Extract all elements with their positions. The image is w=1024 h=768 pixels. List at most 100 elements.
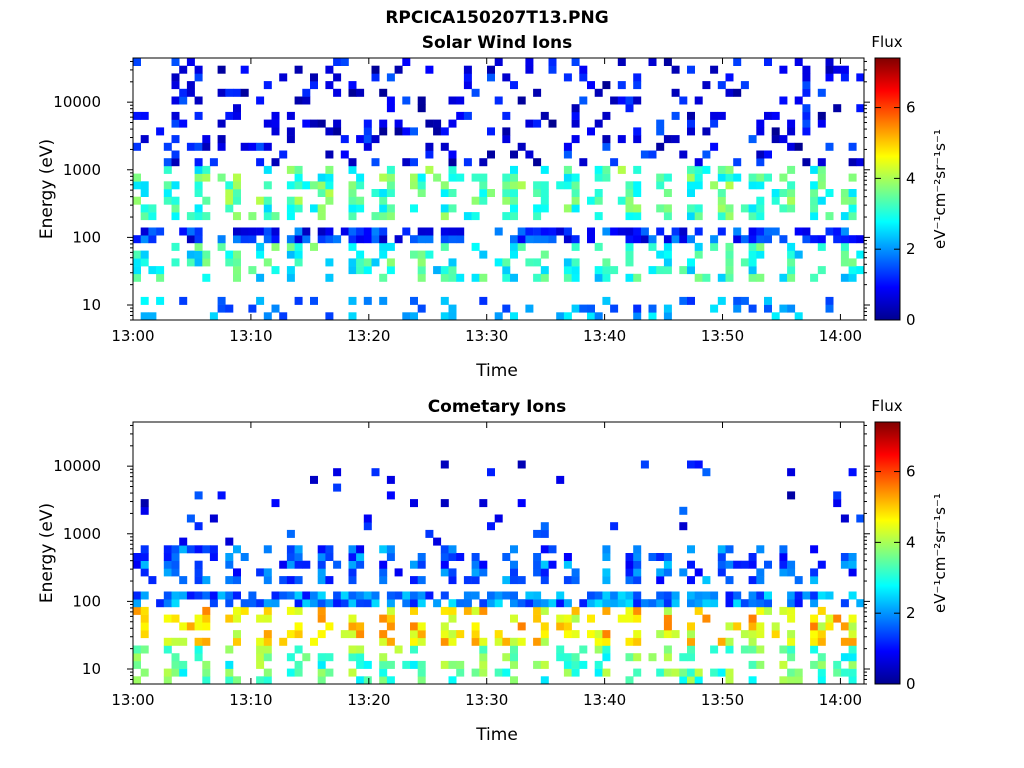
spectrogram-cell (471, 568, 480, 577)
spectrogram-cell (325, 173, 334, 182)
spectrogram-cell (233, 273, 241, 282)
spectrogram-cell (633, 312, 642, 321)
spectrogram-cell (710, 304, 719, 313)
spectrogram-cell (379, 660, 388, 669)
spectrogram-cell (848, 591, 857, 600)
spectrogram-cell (633, 599, 642, 608)
spectrogram-cell (725, 73, 734, 82)
spectrogram-cell (487, 189, 495, 197)
y-tick-label: 10000 (53, 457, 101, 475)
spectrogram-cell (286, 591, 295, 600)
spectrogram-cell (448, 576, 457, 585)
spectrogram-cell (225, 304, 234, 313)
spectrogram-cell (548, 227, 557, 236)
spectrogram-cell (610, 227, 619, 236)
spectrogram-cell (417, 96, 426, 105)
spectrogram-cell (410, 127, 418, 136)
spectrogram-cell (256, 273, 265, 282)
spectrogram-cell (663, 312, 672, 321)
spectrogram-cell (587, 81, 595, 90)
spectrogram-cell (479, 158, 488, 167)
spectrogram-cell (794, 676, 803, 685)
spectrogram-cell (209, 514, 218, 523)
spectrogram-cell (610, 599, 619, 608)
spectrogram-cell (140, 553, 149, 561)
spectrogram-cell (463, 73, 472, 82)
spectrogram-cell (348, 204, 357, 213)
spectrogram-cell (448, 312, 457, 321)
spectrogram-cell (840, 599, 849, 608)
spectrogram-cell (256, 227, 265, 236)
spectrogram-cell (248, 212, 257, 221)
spectrogram-cell (471, 591, 480, 600)
spectrogram-cell (233, 212, 241, 221)
colorbar-tick-label: 2 (906, 604, 916, 622)
spectrogram-cell (848, 553, 857, 561)
spectrogram-cell (848, 158, 857, 167)
spectrogram-cell (856, 158, 865, 167)
spectrogram-cell (440, 560, 449, 569)
spectrogram-cell (348, 189, 357, 197)
spectrogram-cell (525, 599, 534, 608)
spectrogram-cell (317, 181, 326, 190)
spectrogram-cell (794, 312, 803, 321)
spectrogram-cell (563, 150, 572, 159)
spectrogram-cell (687, 65, 695, 74)
x-tick-label: 13:00 (111, 327, 154, 345)
spectrogram-cell (317, 614, 326, 623)
spectrogram-cell (625, 599, 634, 608)
spectrogram-cell (363, 599, 372, 608)
spectrogram-cell (617, 599, 626, 608)
spectrogram-cell (702, 165, 711, 174)
spectrogram-cell (556, 653, 565, 662)
spectrogram-cell (848, 630, 857, 639)
spectrogram-cell (825, 614, 834, 623)
spectrogram-cell (271, 227, 280, 236)
spectrogram-cell (602, 568, 611, 577)
spectrogram-cell (725, 273, 734, 282)
spectrogram-cell (625, 553, 634, 561)
spectrogram-cell (171, 660, 180, 669)
spectrogram-cell (648, 235, 657, 244)
spectrogram-cell (540, 599, 549, 608)
spectrogram-cell (171, 614, 180, 623)
spectrogram-cell (563, 165, 572, 174)
spectrogram-cell (417, 622, 426, 631)
spectrogram-cell (317, 119, 326, 128)
spectrogram-cell (756, 181, 765, 190)
spectrogram-cell (679, 676, 688, 685)
spectrogram-cell (510, 653, 518, 662)
spectrogram-cell (510, 545, 518, 554)
spectrogram-cell (671, 227, 680, 236)
spectrogram-cell (148, 212, 157, 221)
spectrogram-cell (533, 560, 542, 569)
spectrogram-cell (725, 591, 734, 600)
spectrogram-cell (410, 637, 418, 646)
spectrogram-cell (563, 235, 572, 244)
spectrogram-cell (840, 65, 849, 74)
spectrogram-cell (571, 204, 580, 213)
spectrogram-cell (294, 606, 303, 615)
spectrogram-cell (379, 668, 388, 677)
spectrogram-cell (225, 599, 234, 608)
spectrogram-cell (656, 119, 665, 128)
spectrogram-cell (625, 614, 634, 623)
spectrogram-cell (648, 653, 657, 662)
spectrogram-cell (625, 250, 634, 259)
spectrogram-cell (386, 181, 395, 190)
spectrogram-cell (348, 668, 357, 677)
spectrogram-cell (563, 258, 572, 267)
spectrogram-cell (263, 645, 272, 654)
spectrogram-cell (410, 660, 418, 669)
spectrogram-cell (179, 545, 188, 554)
spectrogram-cell (656, 553, 665, 561)
spectrogram-cell (594, 599, 603, 608)
spectrogram-cell (471, 622, 480, 631)
spectrogram-cell (571, 266, 580, 275)
spectrogram-cell (694, 591, 703, 600)
spectrogram-cell (371, 227, 380, 236)
spectrogram-cell (217, 88, 226, 97)
spectrogram-cell (510, 637, 518, 646)
spectrogram-cell (825, 142, 834, 151)
spectrogram-cell (656, 142, 665, 151)
